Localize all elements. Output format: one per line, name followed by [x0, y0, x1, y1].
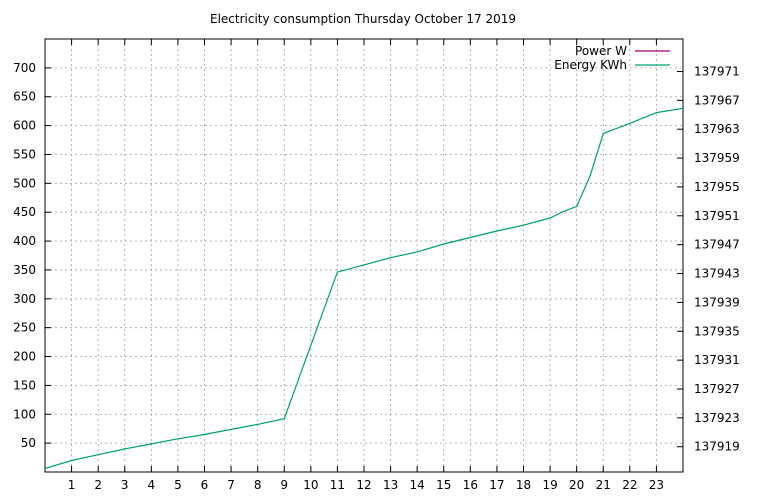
y-left-tick-label: 500	[13, 176, 36, 190]
axis-ticks: 1 2 3 4 5 6 7 8 9 10 11 12 13 14 15 16 17 18 19 20 21 22 23501…	[13, 39, 740, 492]
x-tick-label: 9	[280, 478, 288, 492]
x-tick-label: 15	[436, 478, 451, 492]
x-tick-label: 14	[410, 478, 425, 492]
y-right-tick-label: 137931	[694, 353, 740, 367]
x-tick-label: 13	[383, 478, 398, 492]
y-right-tick-label: 137939	[694, 295, 740, 309]
series-line-energy-kwh	[44, 107, 684, 469]
x-tick-label: 21	[596, 478, 611, 492]
x-tick-label: 2	[94, 478, 102, 492]
y-right-tick-label: 137951	[694, 209, 740, 223]
y-right-tick-label: 137923	[694, 411, 740, 425]
y-left-tick-label: 350	[13, 263, 36, 277]
y-right-tick-label: 137943	[694, 267, 740, 281]
y-left-tick-label: 450	[13, 205, 36, 219]
x-tick-label: 4	[148, 478, 156, 492]
chart-title: Electricity consumption Thursday October…	[210, 12, 516, 26]
x-tick-label: 16	[463, 478, 478, 492]
y-left-tick-label: 300	[13, 292, 36, 306]
y-left-tick-label: 50	[21, 436, 36, 450]
grid-lines	[45, 39, 683, 472]
x-tick-label: 22	[622, 478, 637, 492]
x-tick-label: 17	[489, 478, 504, 492]
y-left-tick-label: 250	[13, 321, 36, 335]
y-left-tick-label: 600	[13, 119, 36, 133]
y-right-tick-label: 137955	[694, 180, 740, 194]
y-right-tick-label: 137959	[694, 151, 740, 165]
x-tick-label: 3	[121, 478, 129, 492]
x-tick-label: 18	[516, 478, 531, 492]
y-right-tick-label: 137935	[694, 324, 740, 338]
x-tick-label: 19	[542, 478, 557, 492]
y-right-tick-label: 137947	[694, 238, 740, 252]
y-left-tick-label: 650	[13, 90, 36, 104]
x-tick-label: 6	[201, 478, 209, 492]
y-right-tick-label: 137971	[694, 64, 740, 78]
legend-label: Power W	[575, 44, 627, 58]
x-tick-label: 11	[330, 478, 345, 492]
x-tick-label: 1	[68, 478, 76, 492]
y-right-tick-label: 137963	[694, 122, 740, 136]
x-tick-label: 12	[356, 478, 371, 492]
x-tick-label: 10	[303, 478, 318, 492]
x-tick-label: 23	[649, 478, 664, 492]
y-right-tick-label: 137967	[694, 93, 740, 107]
y-left-tick-label: 200	[13, 350, 36, 364]
y-left-tick-label: 700	[13, 61, 36, 75]
x-tick-label: 5	[174, 478, 182, 492]
y-left-tick-label: 400	[13, 234, 36, 248]
y-left-tick-label: 100	[13, 407, 36, 421]
series-layer	[44, 107, 684, 469]
y-right-tick-label: 137919	[694, 440, 740, 454]
x-tick-label: 20	[569, 478, 584, 492]
legend-label: Energy KWh	[554, 58, 627, 72]
y-left-tick-label: 150	[13, 378, 36, 392]
y-left-tick-label: 550	[13, 147, 36, 161]
x-tick-label: 7	[227, 478, 235, 492]
x-tick-label: 8	[254, 478, 262, 492]
y-right-tick-label: 137927	[694, 382, 740, 396]
